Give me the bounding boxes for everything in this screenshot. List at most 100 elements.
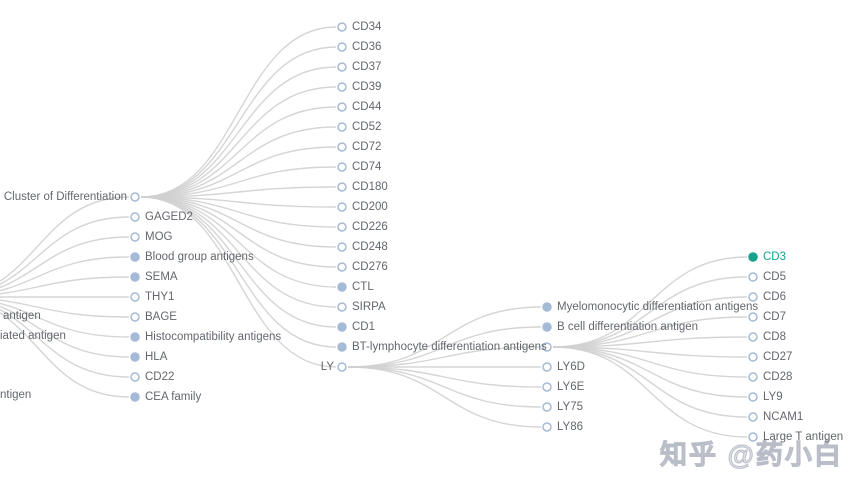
tree-node-label-cluster[interactable]: Cluster of Differentiation <box>3 191 127 203</box>
tree-node-sema[interactable] <box>130 272 140 282</box>
tree-node-label-bt[interactable]: BT-lymphocyte differentiation antigens <box>352 341 547 353</box>
tree-node-label-cd22[interactable]: CD22 <box>145 371 175 383</box>
tree-node-sirpa[interactable] <box>337 302 347 312</box>
tree-node-cd7[interactable] <box>748 312 758 322</box>
tree-node-label-ctl[interactable]: CTL <box>352 281 374 293</box>
tree-node-ly6e[interactable] <box>542 382 552 392</box>
edge-btx-cd3 <box>552 256 748 348</box>
tree-node-label-cd7[interactable]: CD7 <box>763 311 787 323</box>
tree-node-label-cd27[interactable]: CD27 <box>763 351 793 363</box>
tree-node-label-cd1[interactable]: CD1 <box>352 321 376 333</box>
tree-node-histo[interactable] <box>130 332 140 342</box>
edge-cluster-cd39 <box>140 86 337 198</box>
tree-node-cluster[interactable] <box>130 192 140 202</box>
tree-node-cd226[interactable] <box>337 222 347 232</box>
tree-node-cd180[interactable] <box>337 182 347 192</box>
tree-node-label-cd36[interactable]: CD36 <box>352 41 382 53</box>
tree-node-label-myelo[interactable]: Myelomonocytic differentiation antigens <box>557 301 759 313</box>
tree-node-label-cd37[interactable]: CD37 <box>352 61 382 73</box>
tree-node-label-cd28[interactable]: CD28 <box>763 371 793 383</box>
tree-node-cd74[interactable] <box>337 162 347 172</box>
tree-node-label-blood[interactable]: Blood group antigens <box>145 251 254 263</box>
tree-node-label-bage[interactable]: BAGE <box>145 311 177 323</box>
edge-cluster-sirpa <box>140 196 337 308</box>
tree-node-label-hla[interactable]: HLA <box>145 351 168 363</box>
tree-node-label-cd39[interactable]: CD39 <box>352 81 382 93</box>
tree-node-label-cd74[interactable]: CD74 <box>352 161 382 173</box>
tree-node-label-larget[interactable]: Large T antigen <box>763 431 844 443</box>
tree-node-cd34[interactable] <box>337 22 347 32</box>
tree-node-thy1[interactable] <box>130 292 140 302</box>
tree-node-ly6d[interactable] <box>542 362 552 372</box>
tree-node-label-cd8[interactable]: CD8 <box>763 331 787 343</box>
tree-node-label-cd6[interactable]: CD6 <box>763 291 787 303</box>
tree-node-label-cd226[interactable]: CD226 <box>352 221 388 233</box>
tree-node-cd27[interactable] <box>748 352 758 362</box>
tree-node-label-cd248[interactable]: CD248 <box>352 241 388 253</box>
tree-node-ly86[interactable] <box>542 422 552 432</box>
tree-node-label-cd180[interactable]: CD180 <box>352 181 388 193</box>
tree-node-label-thy1[interactable]: THY1 <box>145 291 175 303</box>
tree-node-label-cd52[interactable]: CD52 <box>352 121 382 133</box>
tree-node-label-ly75[interactable]: LY75 <box>557 401 584 413</box>
edge-btx-cd7 <box>552 316 748 348</box>
tree-node-cd28[interactable] <box>748 372 758 382</box>
tree-node-label-mog[interactable]: MOG <box>145 231 173 243</box>
tree-node-cea[interactable] <box>130 392 140 402</box>
tree-node-ncam1[interactable] <box>748 412 758 422</box>
tree-node-cd72[interactable] <box>337 142 347 152</box>
clipped-node-label-3[interactable]: ntigen <box>0 389 32 401</box>
tree-node-label-histo[interactable]: Histocompatibility antigens <box>145 331 282 343</box>
tree-node-label-cd72[interactable]: CD72 <box>352 141 382 153</box>
tree-node-myelo[interactable] <box>542 302 552 312</box>
tree-node-label-ly6e[interactable]: LY6E <box>557 381 585 393</box>
tree-node-gaged2[interactable] <box>130 212 140 222</box>
tree-node-cd44[interactable] <box>337 102 347 112</box>
tree-node-label-cea[interactable]: CEA family <box>145 391 202 403</box>
tree-node-label-cd276[interactable]: CD276 <box>352 261 388 273</box>
tree-node-cd39[interactable] <box>337 82 347 92</box>
tree-node-label-ncam1[interactable]: NCAM1 <box>763 411 804 423</box>
edge-btx-ncam1 <box>552 346 748 418</box>
tree-node-hla[interactable] <box>130 352 140 362</box>
tree-node-bcell[interactable] <box>542 322 552 332</box>
tree-node-mog[interactable] <box>130 232 140 242</box>
tree-node-cd8[interactable] <box>748 332 758 342</box>
tree-node-cd5[interactable] <box>748 272 758 282</box>
tree-node-ctl[interactable] <box>337 282 347 292</box>
tree-node-btx[interactable] <box>542 342 552 352</box>
tree-node-cd6[interactable] <box>748 292 758 302</box>
tree-node-label-cd3[interactable]: CD3 <box>763 251 787 263</box>
tree-node-ly9[interactable] <box>748 392 758 402</box>
tree-node-cd248[interactable] <box>337 242 347 252</box>
tree-node-cd52[interactable] <box>337 122 347 132</box>
tree-node-ly[interactable] <box>337 362 347 372</box>
tree-node-blood[interactable] <box>130 252 140 262</box>
clipped-node-label-2[interactable]: iated antigen <box>0 330 66 342</box>
tree-node-cd37[interactable] <box>337 62 347 72</box>
tree-node-label-bcell[interactable]: B cell differentiation antigen <box>557 321 699 333</box>
tree-node-cd36[interactable] <box>337 42 347 52</box>
tree-node-label-cd34[interactable]: CD34 <box>352 21 382 33</box>
clipped-node-label-1[interactable]: antigen <box>3 310 41 322</box>
tree-node-cd3[interactable] <box>748 252 758 262</box>
tree-node-label-sirpa[interactable]: SIRPA <box>352 301 386 313</box>
tree-node-cd276[interactable] <box>337 262 347 272</box>
tree-node-label-ly[interactable]: LY <box>320 361 334 373</box>
tree-node-ly75[interactable] <box>542 402 552 412</box>
tree-node-larget[interactable] <box>748 432 758 442</box>
tree-node-cd22[interactable] <box>130 372 140 382</box>
tree-node-cd1[interactable] <box>337 322 347 332</box>
tree-node-bage[interactable] <box>130 312 140 322</box>
tree-node-label-gaged2[interactable]: GAGED2 <box>145 211 193 223</box>
tree-node-label-ly6d[interactable]: LY6D <box>557 361 585 373</box>
tree-node-label-cd200[interactable]: CD200 <box>352 201 388 213</box>
tree-node-label-sema[interactable]: SEMA <box>145 271 178 283</box>
tree-node-cd200[interactable] <box>337 202 347 212</box>
tree-node-label-cd44[interactable]: CD44 <box>352 101 382 113</box>
tree-node-label-cd5[interactable]: CD5 <box>763 271 787 283</box>
tree-node-bt[interactable] <box>337 342 347 352</box>
tree-node-label-ly86[interactable]: LY86 <box>557 421 584 433</box>
tree-node-label-ly9[interactable]: LY9 <box>763 391 783 403</box>
